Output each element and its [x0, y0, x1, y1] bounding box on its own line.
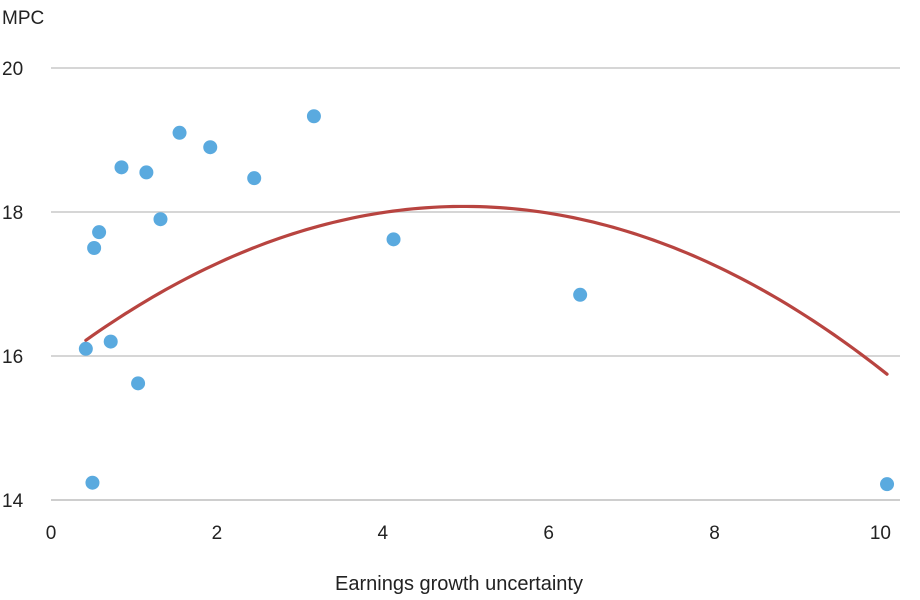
- data-point: [573, 287, 588, 302]
- gridlines: [51, 67, 900, 501]
- data-point: [78, 341, 93, 356]
- x-tick-label: 10: [870, 523, 891, 544]
- x-tick-label: 4: [377, 523, 388, 544]
- data-point: [153, 212, 168, 227]
- data-point: [203, 140, 218, 155]
- y-tick-label: 14: [2, 491, 24, 512]
- y-tick-label: 20: [2, 59, 23, 80]
- fit-curve: [84, 204, 889, 376]
- y-tick-label: 16: [2, 347, 23, 368]
- y-axis-title: MPC: [2, 8, 44, 29]
- data-point: [306, 109, 321, 124]
- fit-curve-group: [84, 204, 889, 376]
- data-point: [92, 225, 107, 240]
- data-point: [87, 241, 102, 255]
- data-point: [103, 334, 118, 349]
- y-tick-label: 18: [2, 203, 23, 224]
- data-point: [131, 376, 146, 391]
- data-point: [114, 160, 129, 175]
- data-point: [247, 171, 262, 186]
- y-tick-labels: 14 16 18 20: [2, 59, 24, 512]
- data-point: [85, 475, 100, 490]
- x-axis-title: Earnings growth uncertainty: [335, 573, 583, 595]
- x-tick-label: 2: [212, 523, 223, 544]
- data-point: [172, 125, 187, 140]
- data-point: [386, 232, 401, 247]
- x-tick-label: 6: [543, 523, 554, 544]
- x-tick-label: 8: [709, 523, 720, 544]
- data-points: [78, 109, 895, 492]
- data-point: [880, 477, 895, 492]
- x-tick-labels: 0 2 4 6 8 10: [46, 523, 891, 544]
- x-tick-label: 0: [46, 523, 57, 544]
- data-point: [139, 165, 154, 180]
